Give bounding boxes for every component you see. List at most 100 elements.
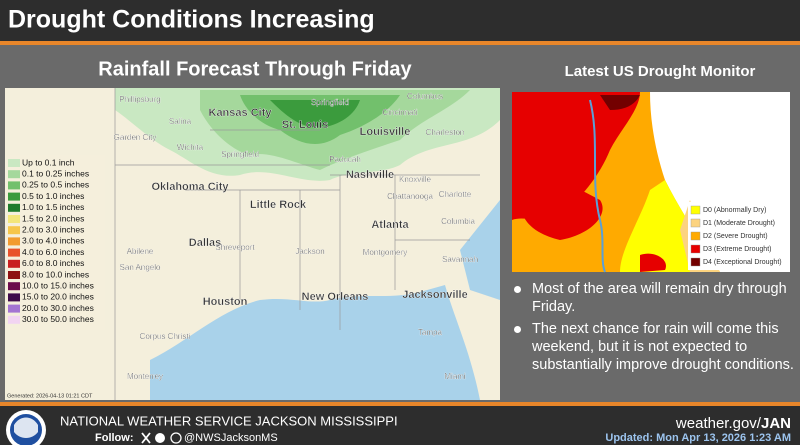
updated: Updated: Mon Apr 13, 2026 1:23 AM	[605, 432, 791, 444]
office: NATIONAL WEATHER SERVICE JACKSON MISSISS…	[60, 413, 398, 428]
city-label: Louisville	[360, 126, 411, 138]
legend-label: 0.25 to 0.5 inches	[22, 180, 89, 190]
legend-swatch	[8, 203, 20, 212]
city-label: Kansas City	[209, 107, 273, 119]
city-label: Paducah	[329, 155, 361, 164]
city-label: Monterrey	[127, 372, 163, 381]
legend-label: 15.0 to 20.0 inches	[22, 292, 94, 302]
legend-swatch	[8, 282, 20, 291]
legend-swatch	[8, 226, 20, 235]
city-label: Charleston	[426, 128, 465, 137]
bullets: Most of the area will remain dry through…	[510, 280, 795, 378]
drought-swatch	[690, 231, 701, 241]
legend-swatch	[8, 237, 20, 246]
drought-label: D2 (Severe Drought)	[703, 233, 768, 240]
city-label: Miami	[444, 372, 466, 381]
legend-label: 1.0 to 1.5 inches	[22, 202, 84, 212]
drought-swatch	[690, 257, 701, 267]
legend-label: 30.0 to 50.0 inches	[22, 314, 94, 324]
bullet: The next chance for rain will come this …	[510, 320, 795, 374]
legend-swatch	[8, 293, 20, 302]
legend-label: 4.0 to 6.0 inches	[22, 247, 84, 257]
city-label: St. Louis	[282, 119, 328, 131]
header-rule	[0, 41, 800, 45]
city-label: Garden City	[114, 133, 157, 142]
city-label: Salina	[169, 117, 192, 126]
city-label: Springfield	[221, 150, 259, 159]
city-label: Savannah	[442, 255, 478, 264]
legend-swatch	[8, 192, 20, 201]
legend-swatch	[8, 271, 20, 279]
drought-title: Latest US Drought Monitor	[565, 63, 756, 80]
social-icons	[141, 432, 182, 444]
legend-swatch	[8, 181, 20, 190]
bullet: Most of the area will remain dry through…	[510, 280, 795, 316]
rain-title: Rainfall Forecast Through Friday	[98, 58, 412, 80]
legend-swatch	[8, 248, 20, 257]
legend-swatch	[8, 304, 20, 313]
site-prefix: weather.gov/	[675, 415, 762, 432]
handle: @NWSJacksonMS	[184, 432, 278, 444]
legend-label: 2.0 to 3.0 inches	[22, 224, 84, 234]
legend-label: 1.5 to 2.0 inches	[22, 213, 84, 223]
city-label: Phillipsburg	[119, 95, 160, 104]
legend-label: 8.0 to 10.0 inches	[22, 269, 89, 279]
drought-swatch	[690, 218, 701, 228]
footer-rule	[0, 402, 800, 406]
follow: Follow:	[95, 432, 134, 444]
legend-label: 0.1 to 0.25 inches	[22, 168, 89, 178]
city-label: Shreveport	[215, 243, 255, 252]
legend-label: 3.0 to 4.0 inches	[22, 236, 84, 246]
nws-logo	[6, 410, 46, 445]
city-label: New Orleans	[302, 291, 369, 303]
city-label: Charlotte	[439, 190, 472, 199]
drought-swatch	[690, 205, 701, 215]
city-label: Jacksonville	[402, 289, 467, 301]
title: Drought Conditions Increasing	[8, 6, 375, 34]
drought-swatch	[690, 244, 701, 254]
legend-swatch	[8, 215, 20, 223]
drought-legend: D0 (Abnormally Dry) D1 (Moderate Drought)…	[688, 202, 788, 270]
city-label: Knoxville	[399, 175, 432, 184]
drought-label: D0 (Abnormally Dry)	[703, 207, 766, 214]
generated: Generated: 2026-04-13 01:21 CDT	[7, 393, 93, 399]
city-label: Corpus Christi	[140, 332, 191, 341]
city-label: Columbus	[407, 92, 443, 101]
city-label: Montgomery	[363, 248, 407, 257]
drought-label: D4 (Exceptional Drought)	[703, 259, 782, 266]
city-label: Houston	[203, 296, 248, 308]
legend-label: 20.0 to 30.0 inches	[22, 303, 94, 313]
city-label: Tampa	[418, 328, 443, 337]
city-label: San Angelo	[120, 263, 161, 272]
city-label: Chattanooga	[387, 192, 433, 201]
city-label: Nashville	[346, 169, 394, 181]
city-label: Springfield	[311, 98, 349, 107]
city-label: Cincinnati	[382, 108, 417, 117]
legend-label: 6.0 to 8.0 inches	[22, 258, 84, 268]
drought-label: D1 (Moderate Drought)	[703, 220, 775, 227]
website[interactable]: weather.gov/JAN	[675, 415, 791, 432]
legend-swatch	[8, 259, 20, 268]
city-label: Columbia	[441, 217, 475, 226]
legend-swatch	[8, 170, 20, 179]
header-bar	[0, 0, 800, 42]
legend-label: 10.0 to 15.0 inches	[22, 280, 94, 290]
legend-swatch	[8, 315, 20, 324]
footer-bar	[0, 406, 800, 445]
city-label: Jackson	[295, 247, 324, 256]
legend-label: 0.5 to 1.0 inches	[22, 191, 84, 201]
city-label: Dallas	[189, 237, 221, 249]
legend-swatch	[8, 159, 20, 167]
legend-label: Up to 0.1 inch	[22, 157, 75, 167]
city-label: Little Rock	[250, 199, 307, 211]
city-labels: Phillipsburg Kansas City Springfield Columb…	[114, 92, 479, 381]
city-label: Abilene	[127, 247, 154, 256]
site-office: JAN	[761, 415, 791, 432]
drought-label: D3 (Extreme Drought)	[703, 246, 771, 253]
city-label: Oklahoma City	[151, 181, 229, 193]
city-label: Wichita	[177, 143, 204, 152]
city-label: Atlanta	[371, 219, 409, 231]
